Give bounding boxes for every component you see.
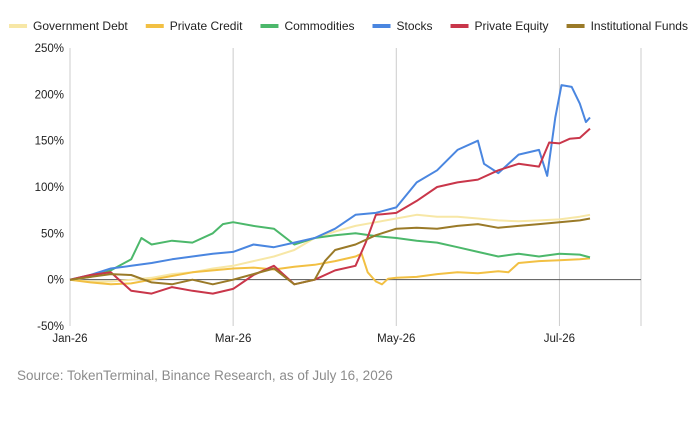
legend-label-3: Stocks [397, 19, 433, 33]
y-tick-label-1: 0% [47, 275, 64, 287]
x-tick-label-3: Jul-26 [544, 333, 575, 345]
y-tick-label-2: 50% [41, 228, 64, 240]
series-line-4 [69, 127, 591, 295]
series-line-0 [69, 213, 591, 283]
y-tick-label-4: 150% [35, 136, 64, 148]
y-tick-label-3: 100% [35, 182, 64, 194]
x-tick-label-1: Mar-26 [215, 333, 251, 345]
legend-label-0: Government Debt [33, 19, 128, 33]
source-note: Source: TokenTerminal, Binance Research,… [17, 368, 393, 383]
x-tick-label-2: May-26 [377, 333, 415, 345]
y-tick-label-6: 250% [35, 43, 64, 55]
y-tick-label-5: 200% [35, 89, 64, 101]
series-lines [69, 84, 591, 295]
chart-grid [69, 48, 642, 326]
legend-label-4: Private Equity [475, 19, 549, 33]
legend: Government Debt Private Credit Commodities… [9, 19, 688, 33]
series-line-3 [69, 84, 591, 281]
y-axis: -50% 0% 50% 100% 150% 200% 250% [35, 43, 64, 333]
legend-label-5: Institutional Funds [591, 19, 688, 33]
x-axis: Jan-26 Mar-26 May-26 Jul-26 [52, 333, 575, 345]
series-line-5 [69, 217, 591, 286]
x-tick-label-0: Jan-26 [52, 333, 87, 345]
legend-label-2: Commodities [284, 19, 354, 33]
series-line-1 [69, 252, 591, 286]
legend-label-1: Private Credit [170, 19, 243, 33]
y-tick-label-0: -50% [37, 321, 64, 333]
